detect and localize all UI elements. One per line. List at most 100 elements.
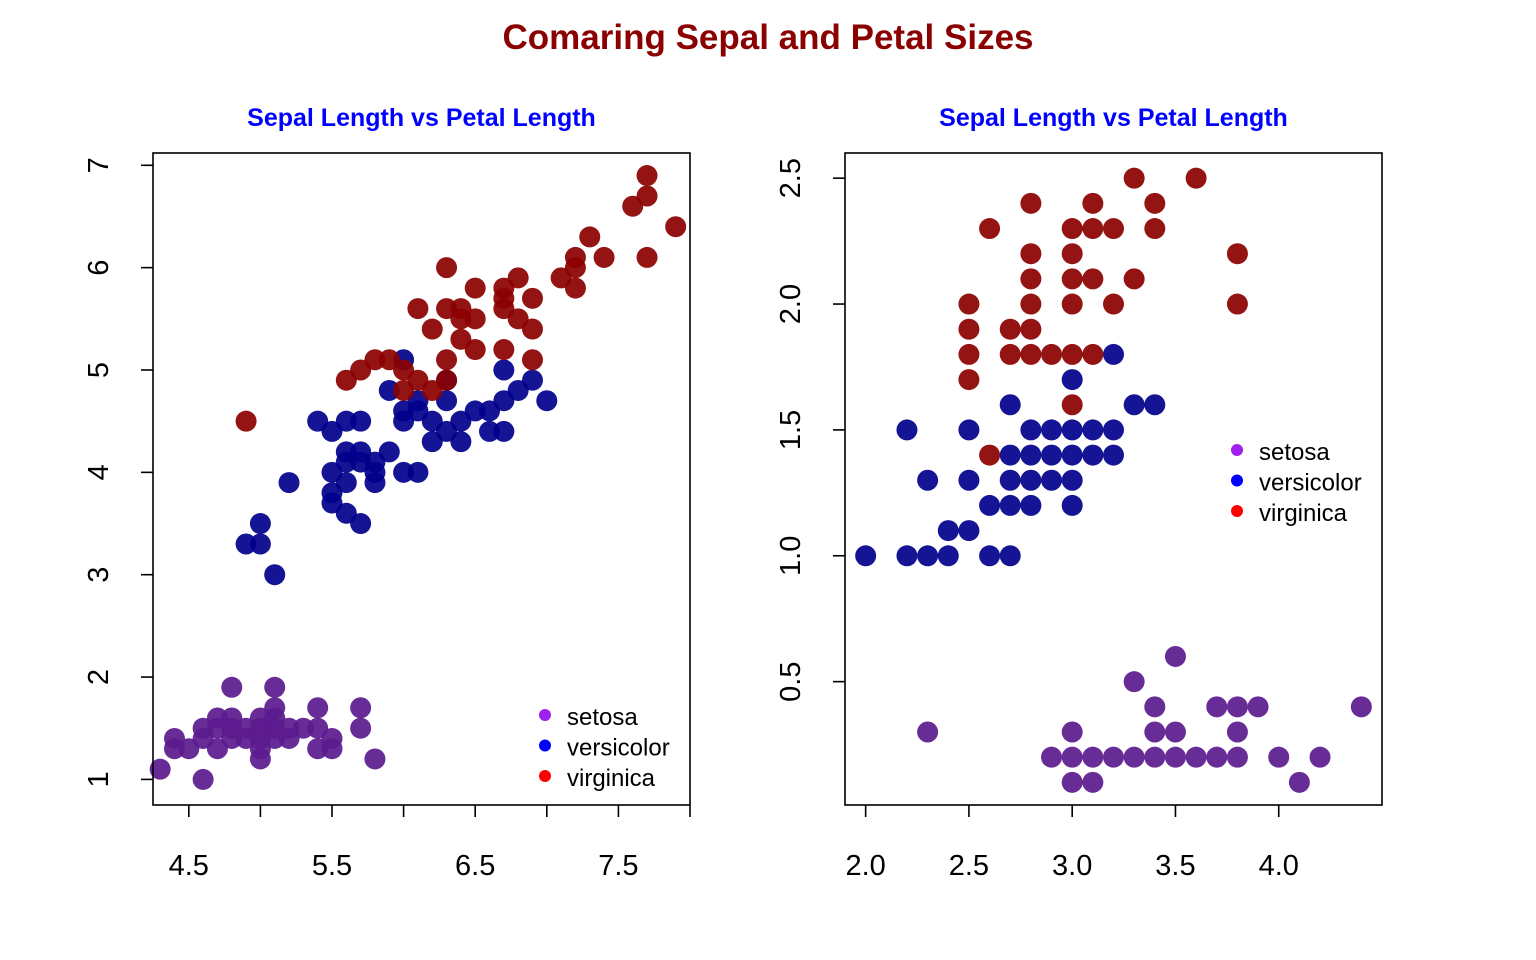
- panel-2-point-setosa-4: [1061, 721, 1083, 743]
- panel-2-legend-label-setosa: setosa: [1259, 439, 1330, 466]
- panel-2-legend-label-virginica: virginica: [1259, 500, 1348, 527]
- panel-1-point-virginica-27: [521, 318, 543, 340]
- panel-2-point-setosa-8: [1123, 746, 1145, 768]
- panel-2-point-virginica-19: [1061, 243, 1083, 265]
- panel-2-point-versicolor-12: [999, 545, 1021, 567]
- panel-2-point-virginica-29: [1144, 192, 1166, 214]
- panel-2-point-setosa-16: [1185, 746, 1207, 768]
- panel-2-point-virginica-15: [1061, 394, 1083, 416]
- panel-2-point-virginica-1: [958, 343, 980, 365]
- panel-2-point-versicolor-13: [999, 494, 1021, 516]
- panel-1-point-versicolor-15: [350, 410, 372, 432]
- panel-1-point-versicolor-29: [407, 461, 429, 483]
- panel-1-point-virginica-38: [636, 165, 658, 187]
- panel-1-point-virginica-39: [636, 246, 658, 268]
- panel-1-point-virginica-35: [593, 246, 615, 268]
- panel-2-point-virginica-33: [1226, 243, 1248, 265]
- panel-2-point-virginica-10: [1020, 293, 1042, 315]
- panel-1-legend-label-versicolor: versicolor: [567, 735, 670, 762]
- panel-1-point-virginica-29: [521, 287, 543, 309]
- panel-2-point-setosa-14: [1164, 721, 1186, 743]
- panel-1-point-setosa-0: [149, 758, 171, 780]
- panel-2-point-virginica-9: [1020, 318, 1042, 340]
- panel-2-point-versicolor-25: [1061, 469, 1083, 491]
- panel-2-x-tick-label-2: 3.0: [1052, 850, 1092, 882]
- panel-2-point-setosa-3: [1061, 771, 1083, 793]
- panel-2-point-virginica-26: [1103, 218, 1124, 240]
- panel-2-point-setosa-0: [917, 721, 939, 743]
- panel-2-point-setosa-11: [1144, 696, 1166, 718]
- panel-2-point-versicolor-6: [937, 520, 959, 542]
- panel-1-point-setosa-33: [321, 738, 343, 760]
- panel-1-point-virginica-0: [235, 410, 257, 432]
- panel-2-legend-marker-virginica: [1231, 505, 1243, 517]
- panel-2-point-setosa-6: [1082, 771, 1104, 793]
- panel-2-point-versicolor-27: [1061, 419, 1083, 441]
- panel-2-point-versicolor-3: [917, 545, 939, 567]
- panel-2-point-versicolor-24: [1061, 494, 1083, 516]
- panel-1-legend-label-setosa: setosa: [567, 704, 638, 731]
- panel-2-point-virginica-8: [1020, 343, 1042, 365]
- panel-1-point-virginica-12: [436, 349, 458, 371]
- panel-2-point-setosa-25: [1309, 746, 1331, 768]
- panel-1-y-tick-label-2: 3: [83, 567, 115, 583]
- panel-2-point-virginica-0: [958, 369, 980, 391]
- panel-2-x-tick-label-3: 3.5: [1155, 850, 1195, 882]
- panel-2-point-setosa-22: [1247, 696, 1269, 718]
- panel-2-y-tick-label-1: 1.0: [775, 536, 807, 576]
- panel-1-y-tick-label-0: 1: [83, 771, 115, 787]
- panel-2-point-virginica-6: [999, 343, 1021, 365]
- panel-2-point-versicolor-7: [958, 520, 980, 542]
- panel-2-point-virginica-13: [1020, 192, 1042, 214]
- panel-2-point-setosa-5: [1082, 746, 1104, 768]
- panel-2-point-setosa-1: [1041, 746, 1063, 768]
- panel-1-point-virginica-10: [421, 318, 443, 340]
- panel-1-point-versicolor-23: [378, 441, 400, 463]
- panel-2-point-setosa-23: [1268, 746, 1290, 768]
- panel-2-point-setosa-13: [1164, 746, 1186, 768]
- panel-2-point-versicolor-33: [1103, 343, 1124, 365]
- panel-1-point-setosa-12: [221, 676, 243, 698]
- panel-2-x-tick-label-0: 2.0: [845, 850, 885, 882]
- panel-2-point-setosa-19: [1226, 746, 1248, 768]
- panel-2-point-virginica-18: [1061, 268, 1083, 290]
- panel-2-point-versicolor-34: [1123, 394, 1145, 416]
- panel-1-point-versicolor-43: [493, 359, 515, 381]
- panel-1-point-versicolor-21: [364, 461, 386, 483]
- panel-1-point-virginica-13: [436, 369, 458, 391]
- panel-2-point-setosa-7: [1103, 746, 1124, 768]
- panel-2-point-versicolor-5: [937, 545, 959, 567]
- panel-2-title: Sepal Length vs Petal Length: [939, 104, 1288, 132]
- panel-1-point-virginica-21: [493, 339, 515, 361]
- panel-2-point-versicolor-29: [1082, 444, 1104, 466]
- panel-2-point-versicolor-20: [1020, 419, 1042, 441]
- panel-1-point-setosa-29: [307, 697, 329, 719]
- panel-2-point-versicolor-21: [1041, 469, 1063, 491]
- panel-1-point-virginica-20: [464, 339, 486, 361]
- panel-1-legend-label-virginica: virginica: [567, 765, 656, 792]
- panel-1-point-versicolor-41: [493, 420, 515, 442]
- panel-1-point-versicolor-1: [249, 513, 271, 535]
- panel-1-point-versicolor-3: [264, 564, 286, 586]
- panel-1-point-virginica-37: [636, 185, 658, 207]
- panel-1-point-virginica-34: [579, 226, 601, 248]
- panel-2-point-virginica-14: [1041, 343, 1063, 365]
- panel-2-point-setosa-10: [1144, 746, 1166, 768]
- panel-1-y-tick-label-1: 2: [83, 669, 115, 685]
- panel-2-point-setosa-17: [1206, 746, 1228, 768]
- panel-2-point-versicolor-17: [1020, 494, 1042, 516]
- panel-2-point-setosa-26: [1350, 696, 1372, 718]
- panel-2-point-versicolor-32: [1103, 419, 1124, 441]
- panel-1-point-virginica-19: [464, 308, 486, 330]
- panel-1-point-setosa-36: [364, 748, 386, 770]
- panel-2-point-virginica-3: [958, 293, 980, 315]
- panel-2-point-versicolor-9: [958, 419, 980, 441]
- panel-2-point-setosa-15: [1164, 645, 1186, 667]
- figure-title: Comaring Sepal and Petal Sizes: [502, 18, 1034, 57]
- panel-1-x-tick-label-2: 5.5: [312, 850, 352, 882]
- panel-1-point-setosa-34: [350, 717, 372, 739]
- panel-2-point-versicolor-31: [1103, 444, 1124, 466]
- panel-2-point-virginica-16: [1061, 343, 1083, 365]
- panel-2-point-versicolor-30: [1082, 419, 1104, 441]
